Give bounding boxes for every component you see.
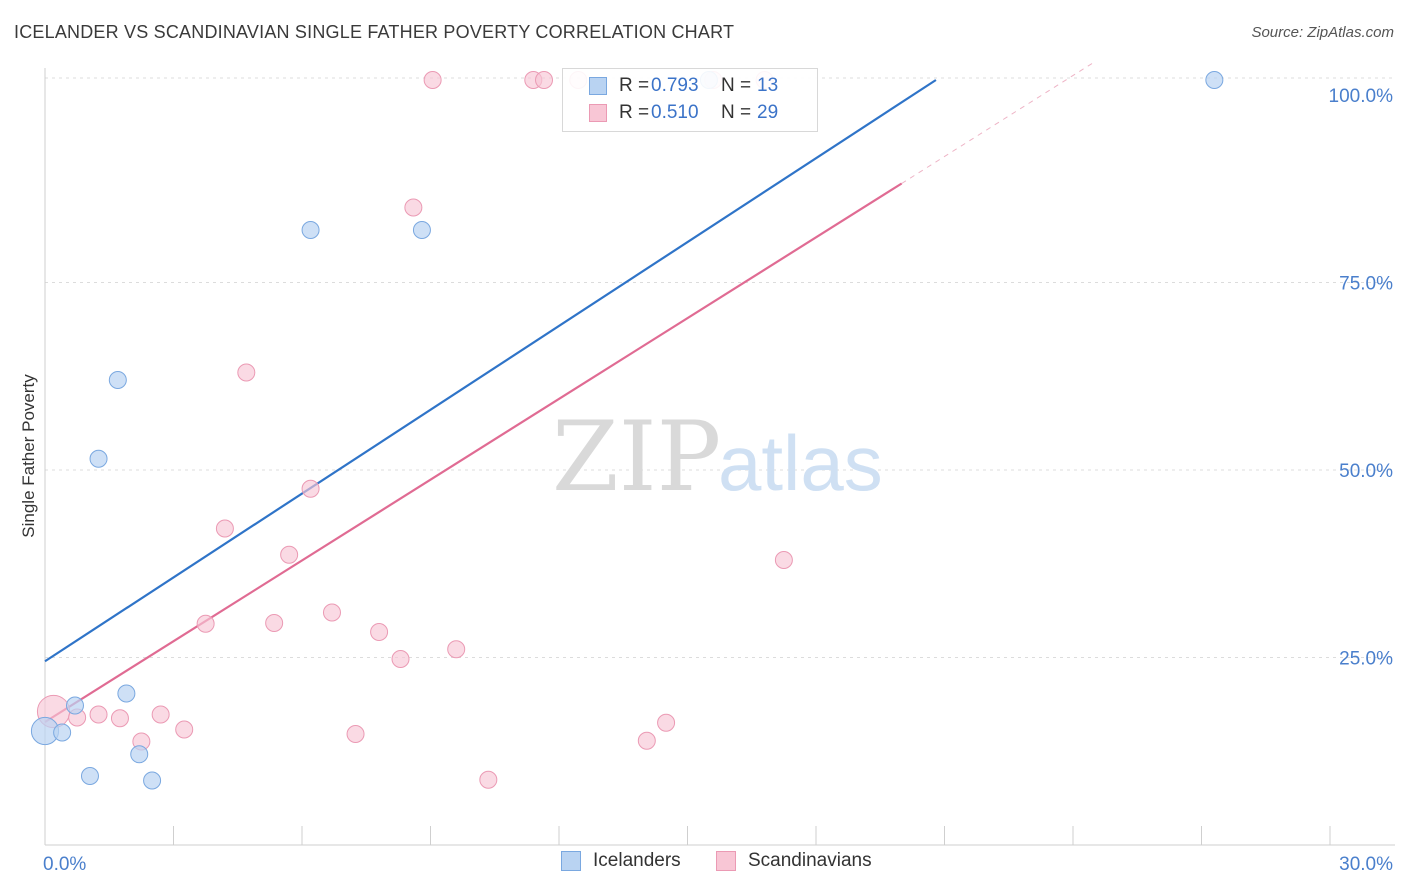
point-icelanders (65, 696, 84, 715)
point-scandinavians (535, 71, 554, 89)
point-icelanders (53, 723, 72, 742)
chart-source: Source: ZipAtlas.com (1251, 24, 1394, 41)
point-scandinavians (423, 71, 442, 89)
legend-label-icelanders: Icelanders (593, 850, 681, 871)
trend-line-icelanders (44, 79, 937, 663)
point-icelanders (80, 767, 99, 785)
point-scandinavians (265, 614, 284, 632)
chart-title: ICELANDER VS SCANDINAVIAN SINGLE FATHER … (14, 22, 735, 42)
watermark: ZIP atlas (552, 401, 883, 513)
point-scandinavians (447, 640, 466, 659)
legend-item-scandinavians: Scandinavians (716, 850, 872, 872)
point-scandinavians (322, 603, 341, 622)
point-scandinavians (110, 709, 129, 728)
legend-row-icelanders: R = 0.793 N = 13 (563, 73, 817, 99)
point-icelanders (412, 221, 431, 239)
point-icelanders (117, 684, 136, 703)
legend-swatch-scandinavians (589, 104, 607, 122)
series-legend: Icelanders Scandinavians (0, 850, 1406, 878)
legend-n-value: 13 (757, 75, 779, 96)
point-scandinavians (404, 198, 423, 217)
legend-swatch-icelanders (561, 851, 581, 871)
legend-n-label: N = (721, 75, 752, 96)
point-icelanders (301, 221, 320, 239)
trend-extension-scandinavians (901, 61, 1095, 184)
trend-line-scandinavians (44, 182, 903, 723)
x-tick-label: 30.0% (1339, 854, 1393, 875)
point-icelanders (1205, 71, 1224, 89)
point-scandinavians (346, 725, 365, 743)
y-tick-label: 50.0% (1339, 461, 1393, 482)
point-scandinavians (237, 363, 256, 382)
legend-label-scandinavians: Scandinavians (748, 850, 872, 871)
point-scandinavians (215, 519, 234, 538)
y-axis-title: Single Father Poverty (19, 374, 38, 538)
legend-item-icelanders: Icelanders (561, 850, 681, 872)
y-tick-label: 75.0% (1339, 274, 1393, 295)
y-tick-label: 100.0% (1329, 86, 1394, 107)
point-scandinavians (89, 705, 108, 724)
point-scandinavians (151, 705, 170, 724)
point-scandinavians (657, 713, 676, 732)
point-scandinavians (637, 731, 656, 750)
legend-swatch-icelanders (589, 77, 607, 95)
legend-r-label: R = (619, 102, 650, 123)
legend-r-value: 0.793 (651, 75, 699, 96)
point-icelanders (130, 745, 149, 764)
point-scandinavians (196, 614, 215, 633)
x-tick-label: 0.0% (43, 854, 86, 875)
legend-n-label: N = (721, 102, 752, 123)
y-tick-label: 25.0% (1339, 649, 1393, 670)
point-scandinavians (175, 720, 194, 739)
point-scandinavians (391, 650, 410, 668)
point-icelanders (89, 449, 108, 468)
legend-row-scandinavians: R = 0.510 N = 29 (563, 100, 817, 126)
trend-lines (44, 61, 1095, 723)
point-scandinavians (479, 770, 498, 789)
point-icelanders (143, 771, 162, 790)
legend-n-value: 29 (757, 102, 779, 123)
stats-legend: R = 0.793 N = 13 R = 0.510 N = 29 (562, 68, 818, 132)
point-icelanders (108, 371, 127, 389)
point-scandinavians (280, 545, 299, 564)
point-scandinavians (370, 623, 389, 641)
watermark-zip: ZIP (552, 401, 721, 513)
legend-r-label: R = (619, 75, 650, 96)
point-scandinavians (301, 479, 320, 498)
legend-r-value: 0.510 (651, 102, 699, 123)
legend-swatch-scandinavians (716, 851, 736, 871)
tick-labels: 25.0% 50.0% 75.0% 100.0% 0.0% 30.0% (43, 86, 1393, 875)
watermark-atlas: atlas (718, 419, 883, 507)
point-scandinavians (774, 551, 793, 569)
